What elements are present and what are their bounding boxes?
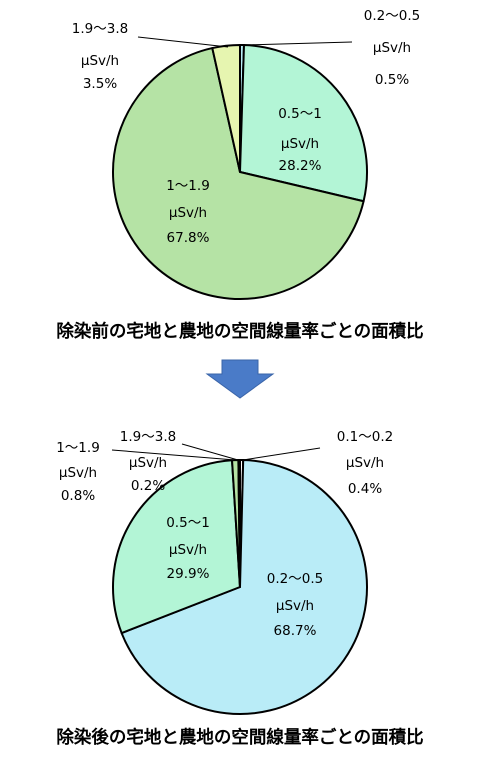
slice-label-after-0-value: 0.4% xyxy=(348,481,382,497)
slice-label-after-1-value: 68.7% xyxy=(274,623,317,639)
leader-line-before-0 xyxy=(242,41,353,46)
pie-before-slice-2 xyxy=(112,47,365,300)
pie-chart-after-labels: 0.1～0.2 μSv/h 0.4% 0.2～0.5 μSv/h 68.7% 0… xyxy=(56,429,393,639)
slice-label-after-4-unit: μSv/h xyxy=(129,455,167,471)
pie-chart-after xyxy=(112,458,368,715)
slice-label-before-3-range: 1.9～3.8 xyxy=(72,21,128,37)
slice-label-before-2-unit: μSv/h xyxy=(169,205,207,221)
slice-label-after-4-range: 1.9～3.8 xyxy=(120,429,176,445)
slice-label-after-0-range: 0.1～0.2 xyxy=(337,429,393,445)
chart-title-after: 除染後の宅地と農地の空間線量率ごとの面積比 xyxy=(56,727,423,748)
slice-label-after-1-range: 0.2～0.5 xyxy=(267,571,323,587)
pie-after-slice-1 xyxy=(120,459,368,715)
pie-after-slice-2 xyxy=(112,459,241,635)
pie-chart-before xyxy=(112,43,368,300)
slice-label-before-1-unit: μSv/h xyxy=(281,136,319,152)
slice-label-before-1-range: 0.5～1 xyxy=(278,106,322,122)
slice-label-after-4-value: 0.2% xyxy=(131,478,165,494)
leader-line-before-3 xyxy=(137,36,229,48)
pie-chart-before-labels: 0.2～0.5 μSv/h 0.5% 0.5～1 μSv/h 28.2% 1～1… xyxy=(72,8,420,246)
slice-label-before-3-value: 3.5% xyxy=(83,76,117,92)
pie-before-slice-3 xyxy=(211,44,241,173)
slice-label-after-2-value: 29.9% xyxy=(167,566,210,582)
slice-label-after-3-unit: μSv/h xyxy=(59,465,97,481)
slice-label-before-0-value: 0.5% xyxy=(375,72,409,88)
leader-line-after-4 xyxy=(181,443,239,461)
slice-label-before-1-value: 28.2% xyxy=(279,158,322,174)
slice-label-after-1-unit: μSv/h xyxy=(276,598,314,614)
leader-line-after-3 xyxy=(111,449,236,461)
slice-label-before-2-range: 1～1.9 xyxy=(166,178,210,194)
leader-line-after-0 xyxy=(242,447,321,461)
pie-after-slice-4 xyxy=(237,458,241,588)
slice-label-after-3-value: 0.8% xyxy=(61,488,95,504)
slice-label-after-3-range: 1～1.9 xyxy=(56,440,100,456)
slice-label-after-2-unit: μSv/h xyxy=(169,542,207,558)
leader-lines-before xyxy=(137,36,353,48)
slice-label-before-2-value: 67.8% xyxy=(167,230,210,246)
slice-label-after-2-range: 0.5～1 xyxy=(166,515,210,531)
leader-lines-after xyxy=(111,443,321,461)
chart-title-before: 除染前の宅地と農地の空間線量率ごとの面積比 xyxy=(56,321,423,342)
slice-label-before-0-unit: μSv/h xyxy=(373,40,411,56)
slice-label-before-3-unit: μSv/h xyxy=(81,53,119,69)
slice-label-before-0-range: 0.2～0.5 xyxy=(364,8,420,24)
pie-before-slice-1 xyxy=(239,44,368,203)
down-arrow-icon xyxy=(205,359,275,399)
slice-label-after-0-unit: μSv/h xyxy=(346,455,384,471)
